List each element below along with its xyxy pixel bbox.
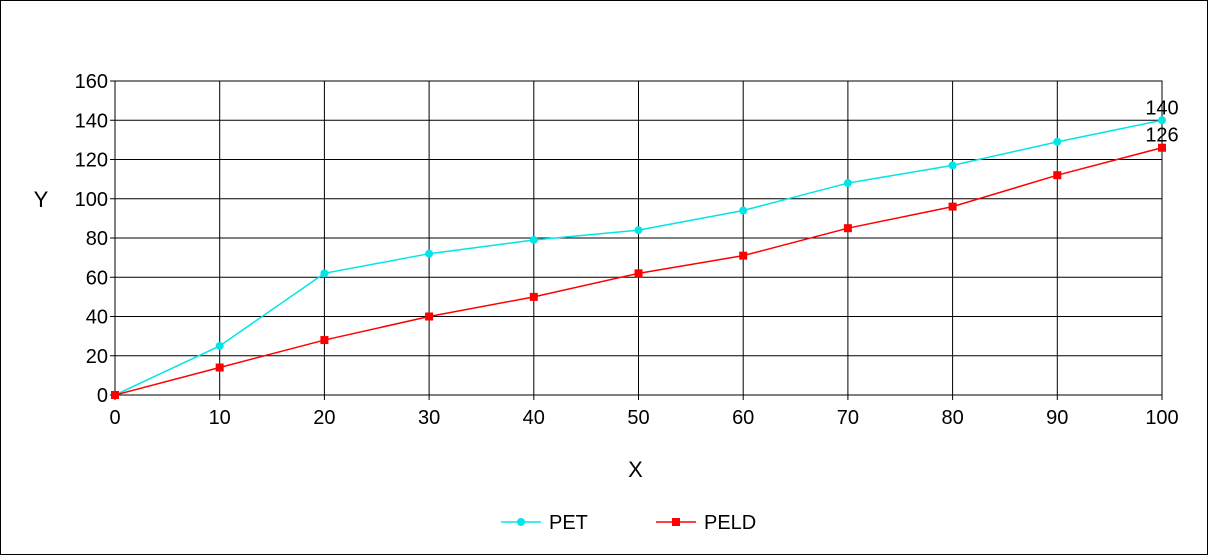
data-point-pet [739, 206, 748, 215]
data-point-pet [948, 161, 957, 170]
x-tick-label: 40 [523, 407, 545, 429]
data-point-peld [1053, 171, 1062, 180]
data-point-pet [1158, 116, 1166, 125]
x-axis-title: X [628, 457, 643, 482]
y-tick-label: 140 [75, 110, 108, 132]
data-point-pet [634, 226, 643, 235]
data-point-pet [320, 269, 329, 278]
legend-label: PELD [704, 512, 756, 534]
data-point-peld [425, 312, 434, 321]
data-point-pet [425, 249, 434, 258]
legend-label: PET [549, 512, 588, 534]
data-point-peld [843, 224, 852, 233]
data-point-peld [739, 251, 748, 260]
series-pet [111, 116, 1166, 399]
legend-item-pet: PET [501, 512, 588, 534]
axes: 0 20 40 60 80 100 120 140 160 0 10 20 30 40 50 60 70 80 90… [75, 71, 1179, 429]
data-point-peld [320, 336, 329, 345]
y-tick-label: 60 [86, 267, 108, 289]
x-tick-label: 70 [837, 407, 859, 429]
x-tick-label: 100 [1145, 407, 1178, 429]
y-tick-label: 40 [86, 307, 108, 329]
data-point-pet [843, 179, 852, 188]
grid [114, 80, 1163, 396]
data-point-peld [111, 391, 119, 399]
x-tick-label: 90 [1046, 407, 1068, 429]
data-label-peld: 126 [1145, 125, 1178, 147]
y-tick-label: 160 [75, 71, 108, 93]
x-tick-label: 30 [418, 407, 440, 429]
x-tick-label: 20 [313, 407, 335, 429]
data-point-pet [1053, 137, 1062, 146]
y-tick-label: 0 [97, 385, 108, 407]
x-tick-label: 60 [732, 407, 754, 429]
data-label-pet: 140 [1145, 97, 1178, 119]
legend-marker [517, 518, 525, 526]
y-tick-label: 80 [86, 228, 108, 250]
series-peld [111, 143, 1166, 399]
data-point-peld [948, 202, 957, 211]
x-tick-label: 0 [109, 407, 120, 429]
data-point-peld [215, 363, 224, 372]
x-tick-label: 80 [941, 407, 963, 429]
y-tick-label: 120 [75, 150, 108, 172]
data-point-peld [634, 269, 643, 278]
x-tick-label: 50 [627, 407, 649, 429]
y-tick-label: 100 [75, 189, 108, 211]
y-tick-label: 20 [86, 346, 108, 368]
data-point-peld [1158, 143, 1166, 152]
data-point-pet [215, 341, 224, 350]
legend: PET PELD [501, 512, 756, 534]
y-axis-title: Y [34, 187, 49, 212]
legend-marker [672, 518, 680, 526]
legend-item-peld: PELD [656, 512, 756, 534]
x-tick-label: 10 [209, 407, 231, 429]
data-point-pet [529, 235, 538, 244]
series-layer [111, 116, 1166, 399]
data-point-peld [529, 292, 538, 301]
